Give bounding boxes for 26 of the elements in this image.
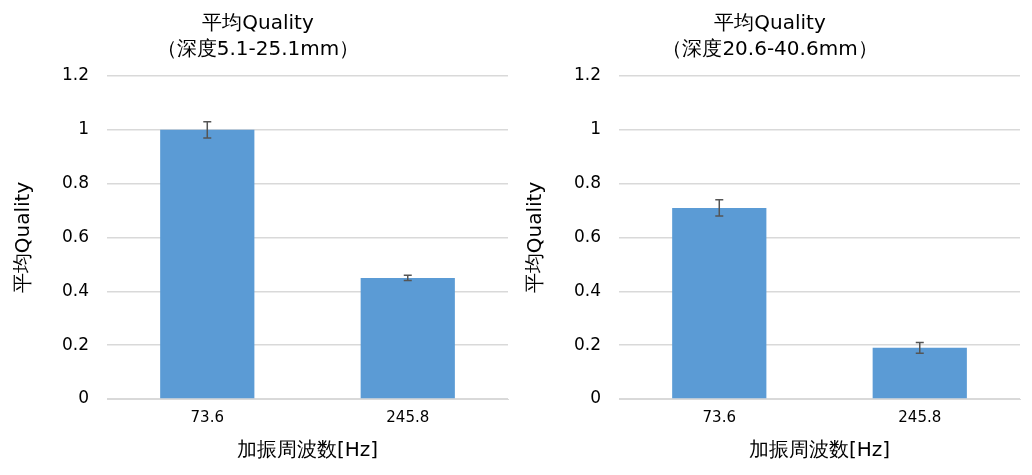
x-tick-label: 245.8	[898, 407, 942, 426]
chart-subtitle: （深度5.1-25.1mm）	[156, 36, 360, 61]
y-tick-label: 0.2	[573, 333, 602, 354]
y-tick-label: 0.8	[61, 172, 90, 193]
x-tick-label: 245.8	[386, 407, 430, 426]
x-axis-title: 加振周波数[Hz]	[236, 437, 379, 462]
chart-title: 平均Quality	[714, 10, 826, 35]
x-tick-label: 73.6	[190, 407, 224, 426]
chart-subtitle: （深度20.6-40.6mm）	[662, 36, 878, 61]
y-tick-label: 0.6	[573, 225, 602, 246]
y-tick-label: 0.2	[61, 333, 90, 354]
y-tick-label: 1	[78, 118, 90, 139]
y-axis-title: 平均Quality	[10, 181, 35, 294]
y-tick-label: 0	[78, 387, 90, 408]
y-tick-label: 0.4	[61, 279, 90, 300]
x-tick-label: 73.6	[702, 407, 736, 426]
y-tick-label: 0.8	[573, 172, 602, 193]
y-tick-label: 1.2	[573, 64, 602, 85]
y-tick-label: 0.4	[573, 279, 602, 300]
y-axis-title: 平均Quality	[522, 181, 547, 294]
y-tick-label: 1.2	[61, 64, 90, 85]
y-tick-label: 0.6	[61, 225, 90, 246]
y-tick-label: 0	[590, 387, 602, 408]
x-axis-title: 加振周波数[Hz]	[748, 437, 891, 462]
y-tick-label: 1	[590, 118, 602, 139]
chart-title: 平均Quality	[202, 10, 314, 35]
